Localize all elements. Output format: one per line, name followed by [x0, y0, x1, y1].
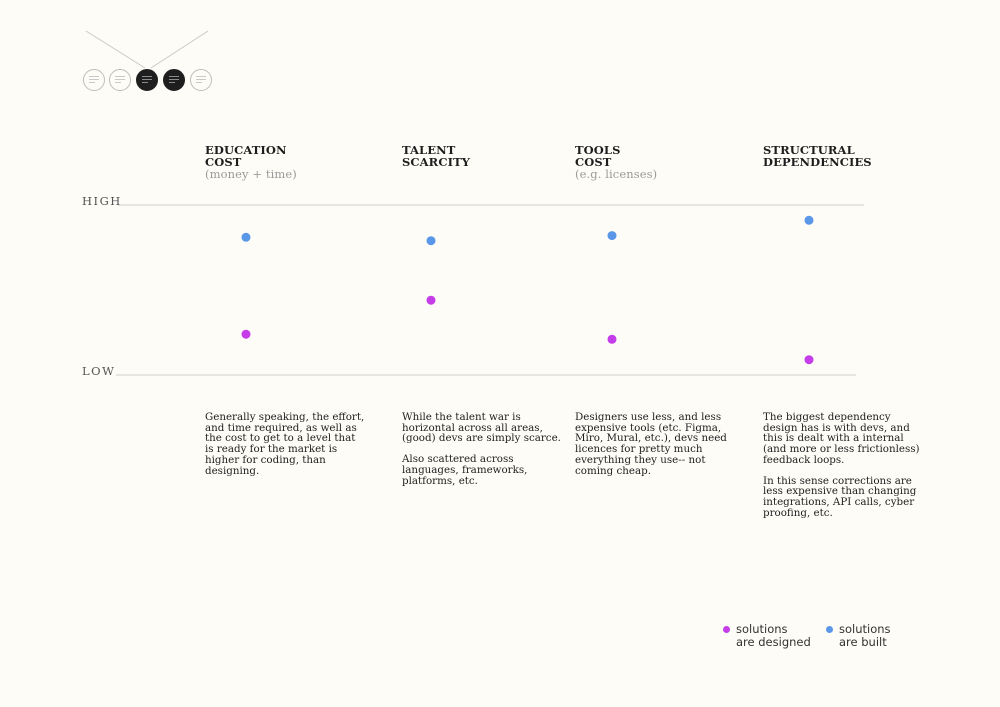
description-line: platforms, etc.: [402, 474, 478, 487]
column-description: Designers use less, and less expensive to…: [575, 412, 727, 486]
description-line: licences for pretty much: [575, 443, 703, 456]
y-axis-high-label: HIGH: [82, 194, 122, 208]
column-heading: TALENT SCARCITY: [402, 144, 470, 168]
column-title-line: SCARCITY: [402, 155, 471, 169]
description-line: The biggest dependency: [763, 411, 891, 423]
description-line: this is dealt with a internal: [763, 432, 904, 445]
column-title-line: EDUCATION: [205, 143, 287, 157]
nav-dot-thumbnail-line: [142, 76, 152, 77]
nav-dot-thumbnail-line: [142, 82, 148, 83]
description-paragraph: The biggest dependency design has is with…: [763, 412, 920, 466]
legend-swatch: [723, 626, 730, 633]
description-line: coming cheap.: [575, 464, 652, 477]
nav-dot-thumbnail-line: [196, 79, 206, 80]
description-line: horizontal across all areas,: [402, 421, 543, 434]
nav-dot-thumbnail-line: [115, 79, 125, 80]
nav-connector-lines: [85, 30, 209, 69]
description-line: design has is with devs, and: [763, 421, 910, 434]
legend-label-line: are designed: [736, 635, 811, 649]
description-line: less expensive than changing: [763, 485, 917, 498]
nav-dot-5[interactable]: [190, 69, 212, 91]
description-paragraph: Designers use less, and less expensive to…: [575, 412, 727, 476]
column-heading: STRUCTURAL DEPENDENCIES: [763, 144, 872, 168]
column-heading: EDUCATION COST (money + time): [205, 144, 297, 180]
data-point-series-2-col-4: [804, 215, 814, 225]
nav-dot-thumbnail-line: [89, 82, 95, 83]
description-line: feedback loops.: [763, 453, 845, 466]
description-line: expensive tools (etc. Figma,: [575, 421, 722, 434]
nav-dot-thumbnail-line: [169, 79, 179, 80]
nav-dot-2[interactable]: [109, 69, 131, 91]
nav-dot-thumbnail-line: [115, 76, 125, 77]
description-line: and time required, as well as: [205, 421, 357, 434]
column-title-line: TALENT: [402, 143, 456, 157]
data-point-series-1-col-4: [804, 355, 814, 365]
description-line: While the talent war is: [402, 411, 521, 423]
column-description: The biggest dependency design has is with…: [763, 412, 920, 528]
data-point-series-2-col-2: [426, 236, 436, 246]
description-line: the cost to get to a level that: [205, 432, 356, 445]
y-axis-low-label: LOW: [82, 364, 116, 378]
column-heading: TOOLS COST (e.g. licenses): [575, 144, 657, 180]
column-subtitle: (e.g. licenses): [575, 167, 658, 181]
description-line: (and more or less frictionless): [763, 443, 920, 456]
description-paragraph: Also scattered across languages, framewor…: [402, 454, 561, 486]
description-line: Generally speaking, the effort,: [205, 411, 365, 423]
data-point-series-2-col-1: [241, 232, 251, 242]
column-subtitle: (money + time): [205, 167, 297, 181]
legend-label: solutions are designed: [736, 623, 811, 649]
data-point-series-2-col-3: [607, 231, 617, 241]
nav-dot-1[interactable]: [83, 69, 105, 91]
column-title-line: COST: [205, 155, 242, 169]
nav-dot-thumbnail-line: [196, 82, 202, 83]
nav-dot-thumbnail-line: [169, 76, 179, 77]
description-line: integrations, API calls, cyber: [763, 495, 915, 508]
data-point-series-1-col-3: [607, 334, 617, 344]
description-line: designing.: [205, 464, 260, 477]
column-title-line: COST: [575, 155, 612, 169]
description-line: Designers use less, and less: [575, 411, 722, 423]
description-line: (good) devs are simply scarce.: [402, 432, 561, 445]
nav-dot-thumbnail-line: [196, 76, 206, 77]
description-line: Miro, Mural, etc.), devs need: [575, 432, 727, 445]
description-paragraph: While the talent war is horizontal across…: [402, 412, 561, 444]
nav-dot-thumbnail-line: [169, 82, 175, 83]
column-title-line: STRUCTURAL: [763, 143, 855, 157]
description-line: Also scattered across: [402, 453, 514, 466]
column-description: While the talent war is horizontal across…: [402, 412, 561, 496]
nav-dot-thumbnail-line: [115, 82, 121, 83]
description-line: In this sense corrections are: [763, 474, 912, 487]
nav-dot-thumbnail-line: [89, 79, 99, 80]
description-paragraph: In this sense corrections are less expens…: [763, 474, 920, 519]
description-line: proofing, etc.: [763, 506, 833, 519]
column-title-line: DEPENDENCIES: [763, 155, 872, 169]
nav-dot-thumbnail-line: [89, 76, 99, 77]
data-point-series-1-col-2: [426, 295, 436, 305]
column-description: Generally speaking, the effort, and time …: [205, 412, 364, 486]
description-line: is ready for the market is: [205, 443, 338, 456]
description-line: higher for coding, than: [205, 453, 326, 466]
nav-dot-thumbnail-line: [142, 79, 152, 80]
legend-label-line: solutions: [839, 622, 891, 636]
legend-label: solutions are built: [839, 623, 891, 649]
data-point-series-1-col-1: [241, 329, 251, 339]
legend-label-line: are built: [839, 635, 887, 649]
legend-label-line: solutions: [736, 622, 788, 636]
nav-dot-3[interactable]: [136, 69, 158, 91]
column-title-line: TOOLS: [575, 143, 621, 157]
nav-dot-4[interactable]: [163, 69, 185, 91]
description-paragraph: Generally speaking, the effort, and time …: [205, 412, 364, 476]
legend-swatch: [826, 626, 833, 633]
description-line: everything they use-- not: [575, 453, 706, 466]
description-line: languages, frameworks,: [402, 463, 528, 476]
